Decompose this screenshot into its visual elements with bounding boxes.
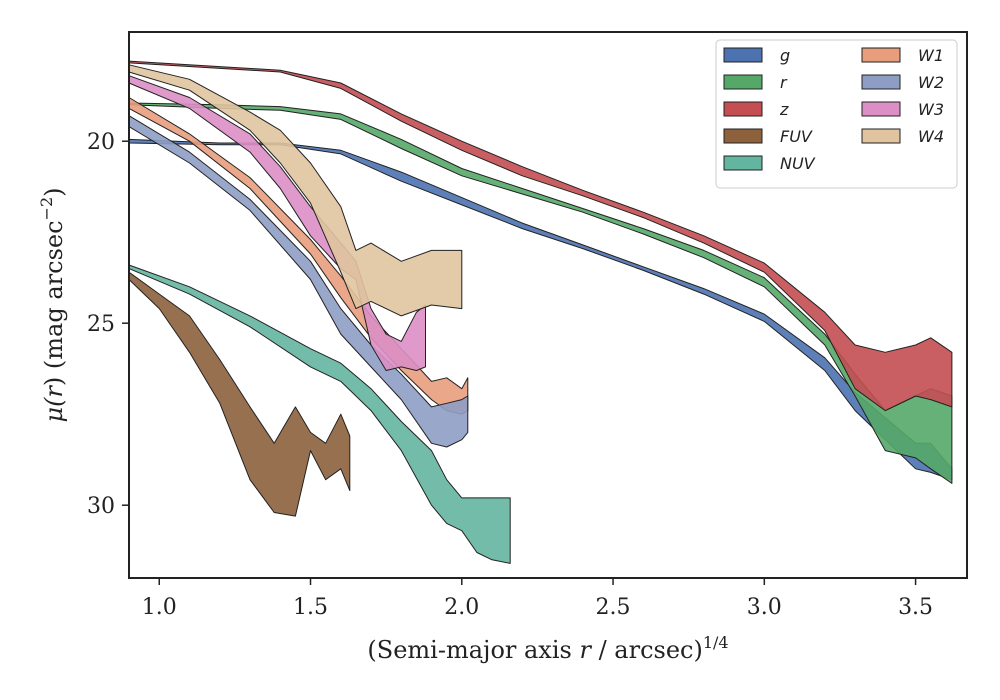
x-tick-label: 3.5 [898, 595, 933, 620]
legend-swatch-g [723, 47, 763, 63]
legend-label-w1: W1 [918, 46, 944, 65]
y-tick-label: 30 [87, 494, 115, 519]
legend-label-z: z [779, 100, 789, 119]
legend-swatch-fuv [723, 128, 763, 144]
legend-label-nuv: NUV [780, 154, 816, 173]
x-axis-label: (Semi-major axis r / arcsec)1/4 [367, 633, 728, 664]
plot-frame [128, 31, 968, 579]
legend-swatch-nuv [723, 155, 763, 171]
legend-label-w3: W3 [918, 100, 944, 119]
legend-swatch-r [723, 74, 763, 90]
legend-label-fuv: FUV [780, 127, 813, 146]
band-layer [128, 60, 953, 564]
y-axis-label: μ(r) (mag arcsec−2) [37, 187, 68, 422]
legend-label-r: r [780, 73, 788, 92]
legend-swatch-w3 [861, 101, 901, 117]
band-fuv [128, 271, 351, 517]
legend-swatch-w4 [861, 128, 901, 144]
legend-label-w4: W4 [918, 127, 944, 146]
x-tick-label: 1.5 [293, 595, 328, 620]
legend: grz FUV NUV W1 W2 W3 W4 [715, 39, 958, 189]
band-nuv [128, 264, 511, 564]
y-axis-ticks: 20 25 30 [87, 130, 129, 519]
y-tick-label: 20 [87, 130, 115, 155]
legend-swatch-z [723, 101, 763, 117]
legend-label-g: g [780, 46, 790, 65]
band-r [128, 102, 953, 484]
legend-swatch-w2 [861, 74, 901, 90]
x-tick-label: 2.5 [596, 595, 631, 620]
x-tick-label: 3.0 [747, 595, 782, 620]
band-w4 [128, 64, 463, 317]
x-tick-label: 1.0 [142, 595, 177, 620]
x-tick-label: 2.0 [444, 595, 479, 620]
legend-swatch-w1 [861, 47, 901, 63]
x-axis-ticks: 1.0 1.5 2.0 2.5 3.0 3.5 [142, 578, 933, 620]
band-w3 [128, 75, 426, 371]
legend-label-w2: W2 [918, 73, 944, 92]
band-z [128, 60, 953, 412]
y-tick-label: 25 [87, 312, 115, 337]
